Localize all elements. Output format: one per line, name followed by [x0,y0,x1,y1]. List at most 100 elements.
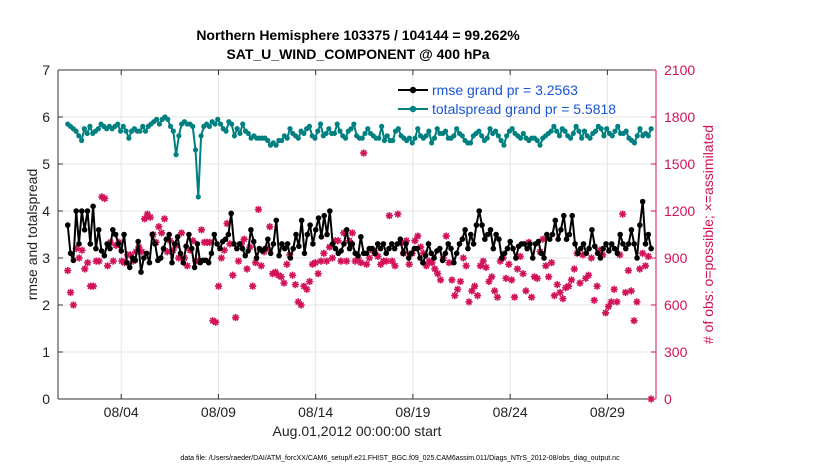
rmse-point [622,245,629,252]
obs-marker [177,229,186,237]
rmse-point [279,241,285,247]
rmse-point [577,245,584,252]
spread-point [215,116,221,122]
obs-marker [633,298,641,306]
spread-point [265,137,271,144]
obs-marker [479,257,487,265]
rmse-point [428,250,435,257]
rmse-point [479,222,485,228]
spread-point [126,135,132,141]
spread-point [312,135,318,141]
obs-marker [158,229,166,237]
rmse-point [225,231,232,238]
rmse-point [617,231,623,238]
obs-marker [118,257,126,265]
obs-marker [351,257,359,265]
obs-marker [175,254,183,262]
obs-marker [223,219,231,228]
rmse-point [527,241,533,247]
spread-point [395,126,401,132]
rmse-point [580,241,587,247]
spread-point [517,135,524,141]
rmse-point [93,245,99,252]
spread-point [306,123,313,129]
obs-marker [576,279,584,287]
rmse-point [408,250,415,257]
rmse-point [245,248,251,254]
rmse-point [639,198,646,205]
spread-point [637,126,643,132]
rmse-point [90,203,96,210]
y-tick-label-right: 600 [664,297,688,313]
spread-point [554,128,560,134]
rmse-point [555,236,561,242]
spread-point [87,123,93,129]
obs-marker [496,257,504,265]
rmse-point [341,241,347,247]
spread-point [415,126,421,132]
spread-point [165,116,171,122]
rmse-point [394,241,401,247]
obs-marker [513,265,521,273]
spread-point [598,126,604,132]
x-axis-label: Aug.01,2012 00:00:00 start [273,423,442,439]
spread-point [573,123,579,129]
spread-point [454,126,460,132]
chart-title: Northern Hemisphere 103375 / 104144 = 99… [196,27,520,43]
spread-point [140,123,146,129]
obs-marker [214,282,223,290]
spread-point [381,137,388,144]
obs-marker [143,210,152,218]
obs-marker [232,313,240,322]
spread-point [579,135,585,141]
y-tick-label-left: 1 [42,344,50,360]
spread-point [648,126,654,132]
obs-marker [374,252,382,261]
rmse-point [498,255,505,261]
rmse-point [112,231,119,238]
obs-marker [98,193,106,201]
rmse-point [287,255,294,261]
spread-point [412,135,418,141]
spread-point [484,135,490,141]
obs-marker [454,285,462,293]
obs-marker [280,279,288,287]
obs-marker [570,265,578,273]
rmse-point [183,243,189,250]
obs-marker [101,194,109,203]
rmse-point [157,255,164,261]
obs-marker [183,262,191,270]
spread-point [576,128,582,134]
rmse-point [507,238,514,245]
obs-marker [391,262,399,270]
obs-marker [565,282,573,290]
obs-marker [482,263,490,271]
rmse-point [307,222,313,228]
rmse-point [301,250,308,257]
spread-point [442,128,449,134]
obs-marker [510,293,519,301]
rmse-point [608,241,615,247]
obs-marker [644,252,652,261]
rmse-point [143,250,150,257]
obs-marker [411,237,419,245]
obs-marker [616,251,624,259]
rmse-point [510,245,516,252]
obs-marker [283,260,291,268]
rmse-point [132,257,139,264]
obs-marker [428,259,436,267]
rmse-point [637,222,643,228]
obs-marker [343,257,351,265]
obs-marker [522,287,530,295]
rmse-point [470,241,477,247]
rmse-point [298,217,305,224]
spread-point [362,130,368,137]
y-tick-label-left: 5 [42,156,50,172]
rmse-point [560,212,567,219]
rmse-point [425,241,432,247]
obs-marker [103,262,112,270]
rmse-point [456,241,463,247]
rmse-point [191,264,198,271]
obs-marker [405,260,413,268]
spread-point [501,142,507,148]
